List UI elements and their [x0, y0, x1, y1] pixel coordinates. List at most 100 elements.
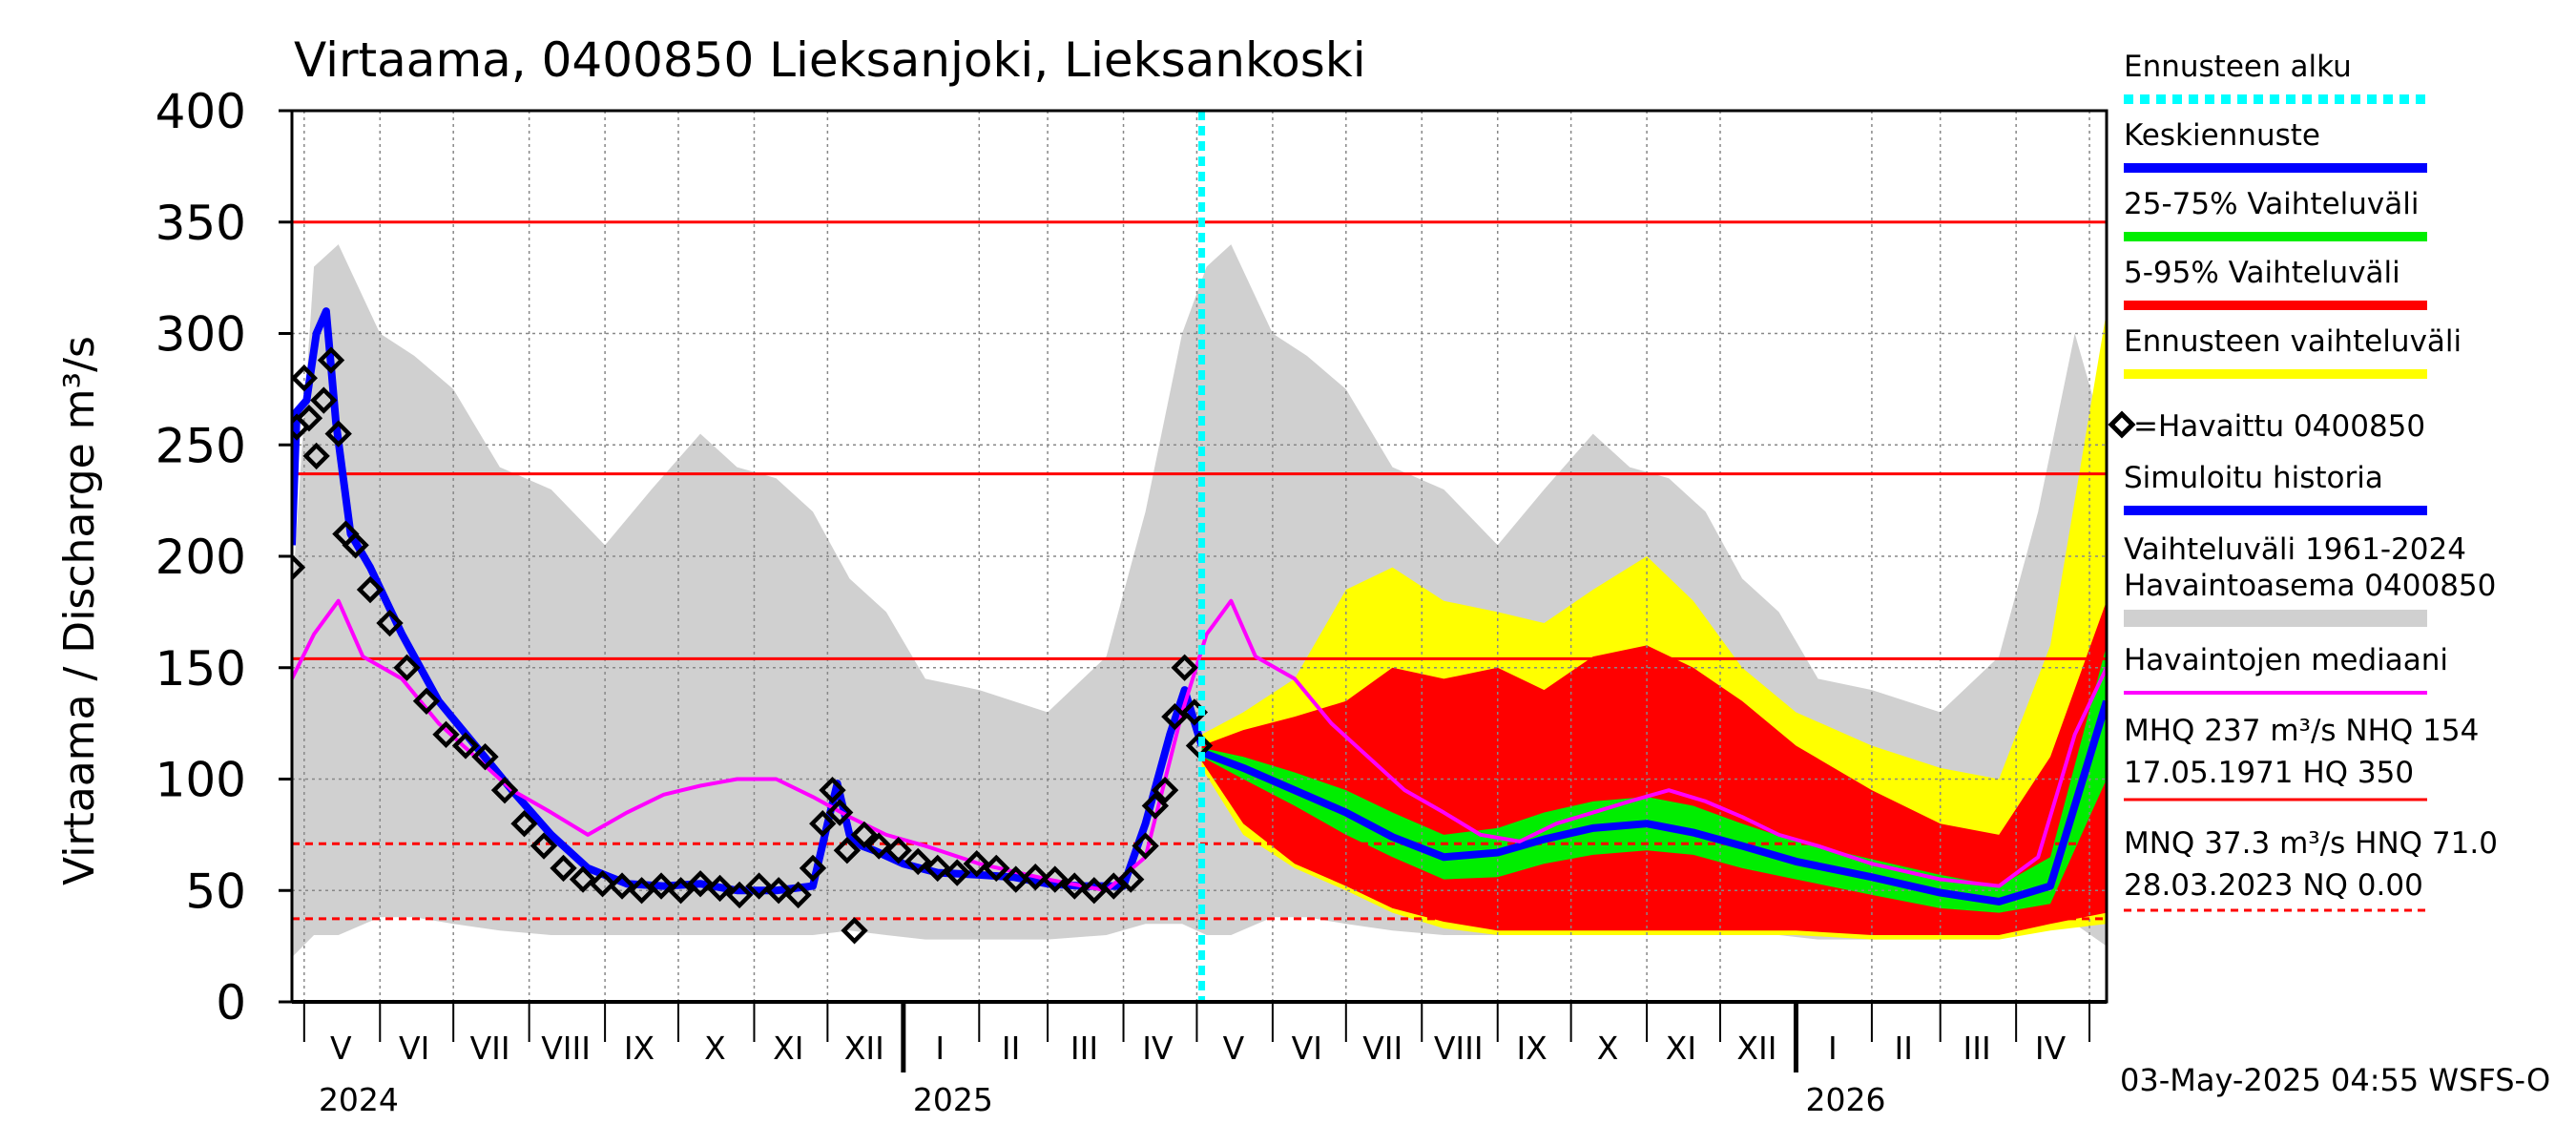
y-tick-label: 200: [156, 530, 246, 585]
observed-point: [569, 865, 597, 893]
observed-point: [1117, 865, 1145, 893]
month-label: IV: [2035, 1030, 2067, 1067]
observed-point: [944, 859, 971, 886]
observed-point: [412, 687, 441, 715]
legend-label: =Havaittu 0400850: [2133, 409, 2425, 444]
observed-point: [1132, 832, 1159, 860]
observed-point: [310, 386, 338, 414]
month-label: X: [1597, 1030, 1619, 1067]
month-label: III: [1963, 1030, 1991, 1067]
legend-label: Ennusteen alku: [2124, 50, 2352, 84]
chart-title: Virtaama, 0400850 Lieksanjoki, Lieksanko…: [294, 32, 1366, 88]
year-label: 2026: [1805, 1081, 1885, 1118]
legend-label: Vaihteluväli 1961-2024: [2124, 532, 2466, 567]
month-label: VI: [399, 1030, 429, 1067]
observed-point: [530, 832, 558, 860]
observed-point: [884, 837, 912, 864]
observed-point: [1151, 776, 1179, 804]
observed-point: [356, 575, 384, 604]
month-label: VI: [1292, 1030, 1322, 1067]
observed-point: [841, 917, 868, 945]
observed-point: [667, 877, 695, 905]
observed-point: [324, 420, 352, 448]
legend-label: Simuloitu historia: [2124, 461, 2383, 495]
observed-point: [432, 720, 460, 748]
legend-stats: MHQ 237 m³/s NHQ 154: [2124, 714, 2479, 748]
month-label: IX: [624, 1030, 654, 1067]
observed-point: [1002, 865, 1029, 893]
observed-point: [1022, 864, 1049, 891]
observed-point: [393, 654, 421, 681]
month-label: V: [1223, 1030, 1245, 1067]
observed-point: [589, 870, 616, 898]
observed-point: [550, 854, 577, 883]
y-tick-label: 300: [156, 307, 246, 363]
observed-point: [819, 776, 846, 804]
observed-point: [826, 799, 854, 826]
observed-point: [295, 405, 323, 432]
observed-point: [451, 732, 480, 760]
observed-point: [850, 821, 879, 849]
y-tick-label: 350: [156, 196, 246, 251]
observed-point: [608, 872, 636, 900]
y-tick-label: 150: [156, 641, 246, 697]
observed-point: [317, 346, 345, 374]
observed-point: [799, 854, 827, 883]
observed-point: [904, 847, 932, 876]
observed-point: [706, 874, 734, 903]
observed-point: [647, 872, 675, 900]
month-label: IV: [1142, 1030, 1174, 1067]
observed-point: [983, 854, 1010, 883]
month-label: VII: [1362, 1030, 1402, 1067]
plot-area: [292, 111, 2107, 1002]
observed-point: [686, 870, 715, 898]
month-label: IX: [1516, 1030, 1547, 1067]
series-line-1: [292, 307, 1206, 895]
month-label: XII: [844, 1030, 884, 1067]
legend-stats: 28.03.2023 NQ 0.00: [2124, 868, 2423, 903]
y-axis-label: Virtaama / Discharge m³/s: [55, 336, 104, 885]
month-label: XII: [1736, 1030, 1776, 1067]
legend-label: 5-95% Vaihteluväli: [2124, 256, 2400, 290]
month-label: II: [1002, 1030, 1020, 1067]
observed-point: [1171, 654, 1198, 681]
legend-stats: 17.05.1971 HQ 350: [2124, 756, 2414, 790]
legend-marker-observed: [2108, 410, 2136, 439]
observed-point: [1141, 792, 1170, 820]
month-label: VIII: [1434, 1030, 1484, 1067]
observed-point: [1061, 872, 1089, 900]
series-line-2: [292, 598, 2107, 893]
observed-point: [865, 832, 893, 860]
footer-timestamp: 03-May-2025 04:55 WSFS-O: [2120, 1062, 2550, 1098]
observed-point: [471, 742, 499, 771]
legend-stats: MNQ 37.3 m³/s HNQ 71.0: [2124, 826, 2498, 861]
observed-point: [292, 553, 306, 581]
observed-point: [490, 776, 519, 804]
observed-point: [342, 531, 369, 559]
y-tick-label: 0: [216, 975, 246, 1030]
legend-label: Havaintojen mediaani: [2124, 643, 2448, 677]
month-label: VIII: [541, 1030, 591, 1067]
legend: Ennusteen alku Keskiennuste 25-75% Vaihtel…: [2108, 50, 2498, 912]
y-tick-label: 100: [156, 753, 246, 808]
observed-point: [764, 877, 793, 905]
y-tick-label: 50: [185, 864, 246, 919]
observed-point: [745, 872, 773, 900]
legend-label: 25-75% Vaihteluväli: [2124, 187, 2420, 221]
legend-label: Ennusteen vaihteluväli: [2124, 324, 2462, 359]
month-label: X: [704, 1030, 726, 1067]
observed-point: [376, 609, 404, 637]
observed-point: [725, 881, 754, 909]
observed-point: [510, 810, 538, 838]
month-label: XI: [1666, 1030, 1696, 1067]
observed-point: [809, 810, 837, 838]
month-label: VII: [470, 1030, 510, 1067]
month-label: I: [935, 1030, 945, 1067]
observed-point: [292, 364, 318, 392]
month-label: II: [1895, 1030, 1913, 1067]
month-label: III: [1070, 1030, 1098, 1067]
plot-content: [292, 111, 2107, 1002]
series-line-0: [1200, 699, 2107, 906]
